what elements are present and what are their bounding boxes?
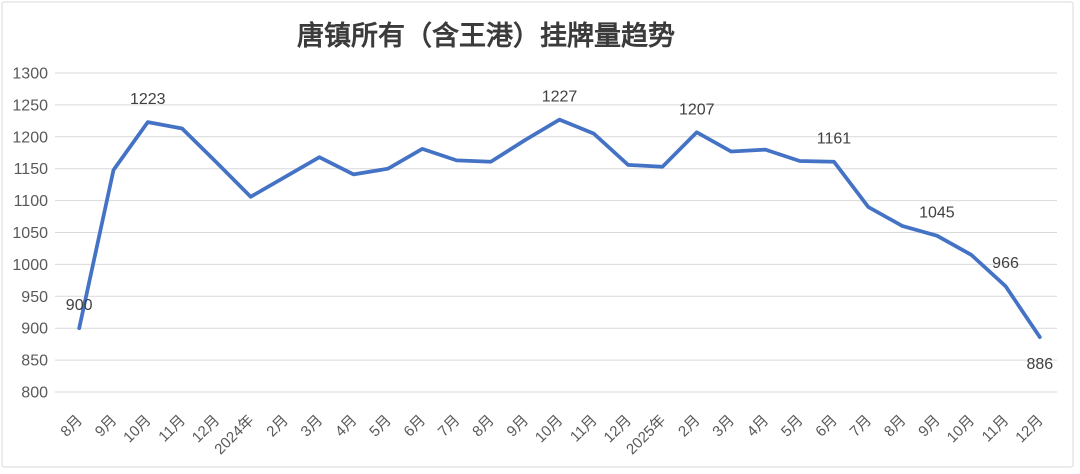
y-axis-tick-label: 1200 bbox=[12, 129, 48, 146]
x-axis-tick-label: 2月 bbox=[675, 412, 704, 441]
data-point-label: 1045 bbox=[919, 205, 955, 222]
y-axis-tick-label: 950 bbox=[21, 289, 48, 306]
x-axis-tick-label: 3月 bbox=[709, 412, 738, 441]
x-axis-tick-label: 9月 bbox=[915, 412, 944, 441]
y-axis-tick-label: 1100 bbox=[14, 193, 49, 210]
x-axis-tick-label: 8月 bbox=[469, 412, 498, 441]
y-axis-tick-label: 800 bbox=[21, 385, 48, 402]
data-point-label: 966 bbox=[992, 255, 1019, 272]
x-axis-tick-label: 9月 bbox=[503, 412, 532, 441]
x-axis-tick-label: 2025年 bbox=[623, 412, 669, 458]
x-axis-tick-label: 4月 bbox=[332, 412, 361, 441]
y-axis-tick-label: 1250 bbox=[12, 97, 48, 114]
x-axis-tick-label: 8月 bbox=[57, 412, 86, 441]
y-axis-tick-label: 1000 bbox=[12, 257, 48, 274]
x-axis-tick-label: 7月 bbox=[847, 412, 876, 441]
y-axis-tick-label: 900 bbox=[21, 321, 48, 338]
x-axis-tick-label: 10月 bbox=[120, 412, 154, 446]
y-axis-labels: 800 850 900 950 1000 1050 1100 1150 1200 1250 1300 bbox=[12, 66, 48, 402]
x-axis-tick-label: 2月 bbox=[263, 412, 292, 441]
y-axis-tick-label: 850 bbox=[21, 353, 48, 370]
data-point-label: 886 bbox=[1026, 356, 1053, 373]
chart-border bbox=[1, 1, 1074, 468]
y-axis-tick-label: 1150 bbox=[14, 161, 49, 178]
x-axis-tick-label: 11月 bbox=[979, 412, 1013, 446]
x-axis-tick-label: 4月 bbox=[744, 412, 773, 441]
x-axis-tick-label: 12月 bbox=[1012, 412, 1046, 446]
x-axis-tick-label: 8月 bbox=[881, 412, 910, 441]
x-axis-tick-label: 11月 bbox=[567, 412, 601, 446]
trend-line bbox=[77, 117, 1042, 339]
data-point-label: 1227 bbox=[542, 89, 578, 106]
data-point-label: 1161 bbox=[817, 131, 852, 148]
data-point-label: 900 bbox=[66, 297, 93, 314]
x-axis-tick-label: 5月 bbox=[778, 412, 807, 441]
y-axis-tick-label: 1300 bbox=[12, 66, 48, 83]
x-axis-tick-label: 10月 bbox=[532, 412, 566, 446]
x-axis-tick-label: 10月 bbox=[944, 412, 978, 446]
chart-title: 唐镇所有（含王港）挂牌量趋势 bbox=[297, 20, 675, 52]
x-axis-tick-label: 6月 bbox=[812, 412, 841, 441]
y-axis-tick-label: 1050 bbox=[12, 225, 48, 242]
x-axis-tick-label: 5月 bbox=[366, 412, 395, 441]
x-axis-tick-label: 2024年 bbox=[211, 412, 257, 458]
x-axis-tick-label: 7月 bbox=[435, 412, 464, 441]
data-point-label: 1223 bbox=[130, 91, 166, 108]
x-axis-tick-label: 9月 bbox=[92, 412, 121, 441]
x-axis-tick-label: 6月 bbox=[401, 412, 430, 441]
gridlines bbox=[55, 72, 1057, 393]
x-axis-tick-label: 11月 bbox=[155, 412, 189, 446]
x-axis-tick-label: 3月 bbox=[298, 412, 327, 441]
data-point-label: 1207 bbox=[679, 101, 715, 118]
data-labels: 900 1223 1227 1207 1161 1045 966 886 bbox=[66, 89, 1053, 374]
